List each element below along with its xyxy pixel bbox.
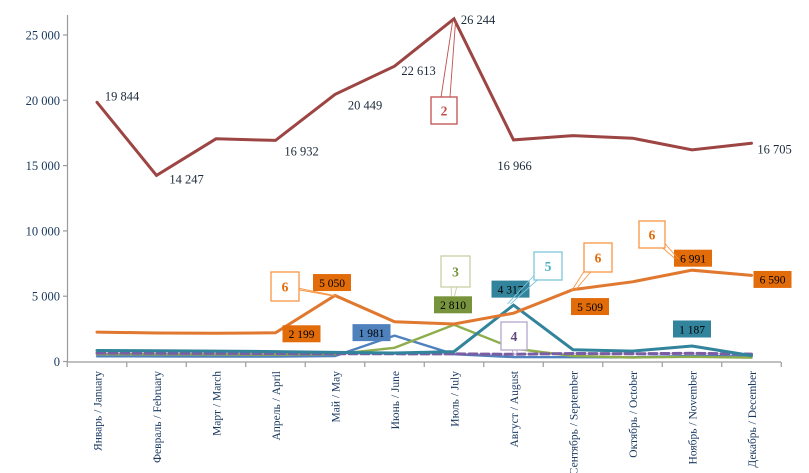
callout-digit: 3 — [452, 264, 459, 279]
callout-digit: 6 — [649, 227, 656, 242]
y-tick-label: 10 000 — [26, 224, 60, 238]
data-label-filled: 6 590 — [760, 275, 786, 287]
callouts: 2 3 4 5 6 6 6 — [270, 21, 679, 356]
data-label-box — [673, 320, 711, 338]
data-label-plain: 26 244 — [461, 13, 496, 27]
callout-digit: 6 — [282, 279, 289, 294]
x-category-label: Апрель / April — [271, 371, 283, 441]
data-label-filled: 2 199 — [289, 329, 315, 341]
axes: 0 5 000 10 000 15 000 20 000 25 000 Январь / J… — [26, 15, 782, 473]
x-category-label: Октябрь / October — [628, 371, 640, 458]
x-category-label: Июль / July — [450, 371, 462, 427]
y-tick-label: 15 000 — [26, 159, 60, 173]
x-category-label: Ноябрь / November — [688, 371, 700, 465]
callout-digit: 2 — [441, 103, 448, 118]
data-label-plain: 22 613 — [401, 64, 435, 78]
data-label-filled: 5 509 — [577, 302, 603, 314]
data-label-plain: 19 844 — [105, 89, 140, 103]
callout-digit: 4 — [511, 329, 518, 344]
data-label-box — [674, 249, 712, 267]
data-label-plain: 14 247 — [169, 172, 203, 186]
y-tick-label: 5 000 — [32, 290, 60, 304]
data-label-plain: 16 932 — [284, 144, 318, 158]
x-category-label: Февраль / February — [152, 371, 164, 463]
callout-box — [440, 255, 471, 288]
data-label-box — [491, 280, 530, 298]
callout-digit: 6 — [595, 250, 602, 265]
callout-box — [270, 271, 300, 302]
callout-pointer — [438, 21, 453, 111]
data-label-box — [571, 298, 609, 316]
callout-box — [500, 321, 528, 351]
y-tick-label: 0 — [54, 355, 60, 369]
data-label-filled: 1 187 — [679, 324, 705, 336]
data-labels: 19 844 14 247 16 932 20 449 22 613 26 244 16 9… — [105, 13, 792, 343]
y-tick-label: 20 000 — [26, 94, 60, 108]
series-2-dark-red — [95, 16, 753, 178]
x-category-label: Июнь / June — [390, 371, 402, 429]
series-5-teal — [95, 303, 753, 358]
data-label-box — [434, 296, 472, 314]
series-6-orange — [95, 268, 753, 335]
callout-pointer — [448, 21, 456, 111]
data-label-plain: 16 705 — [757, 142, 791, 156]
x-category-label: Май / May — [331, 371, 343, 423]
data-label-box — [313, 274, 351, 292]
data-label-box — [352, 324, 391, 342]
data-label-filled: 1 981 — [359, 328, 385, 340]
callout-digit: 5 — [545, 259, 552, 274]
x-category-label: Январь / January — [93, 371, 105, 451]
callout-box — [430, 96, 458, 125]
x-category-label: Август / August — [509, 370, 521, 447]
x-category-label: Сентябрь / September — [569, 371, 581, 473]
data-label-filled: 6 991 — [680, 253, 706, 265]
x-category-label: Март / March — [212, 371, 224, 436]
y-tick-label: 25 000 — [26, 29, 60, 43]
data-label-filled: 2 810 — [440, 300, 466, 312]
callout-box — [638, 220, 666, 249]
data-label-plain: 16 966 — [497, 159, 531, 173]
callout-box — [533, 251, 563, 281]
data-label-plain: 20 449 — [348, 98, 382, 112]
callout-box — [583, 242, 613, 273]
data-label-box — [282, 325, 321, 343]
series-lines — [95, 16, 753, 359]
data-label-box — [753, 270, 792, 288]
x-category-label: Декабрь / December — [747, 371, 759, 468]
data-label-filled: 5 050 — [319, 278, 345, 290]
series-4-purple-dashed — [95, 351, 753, 356]
